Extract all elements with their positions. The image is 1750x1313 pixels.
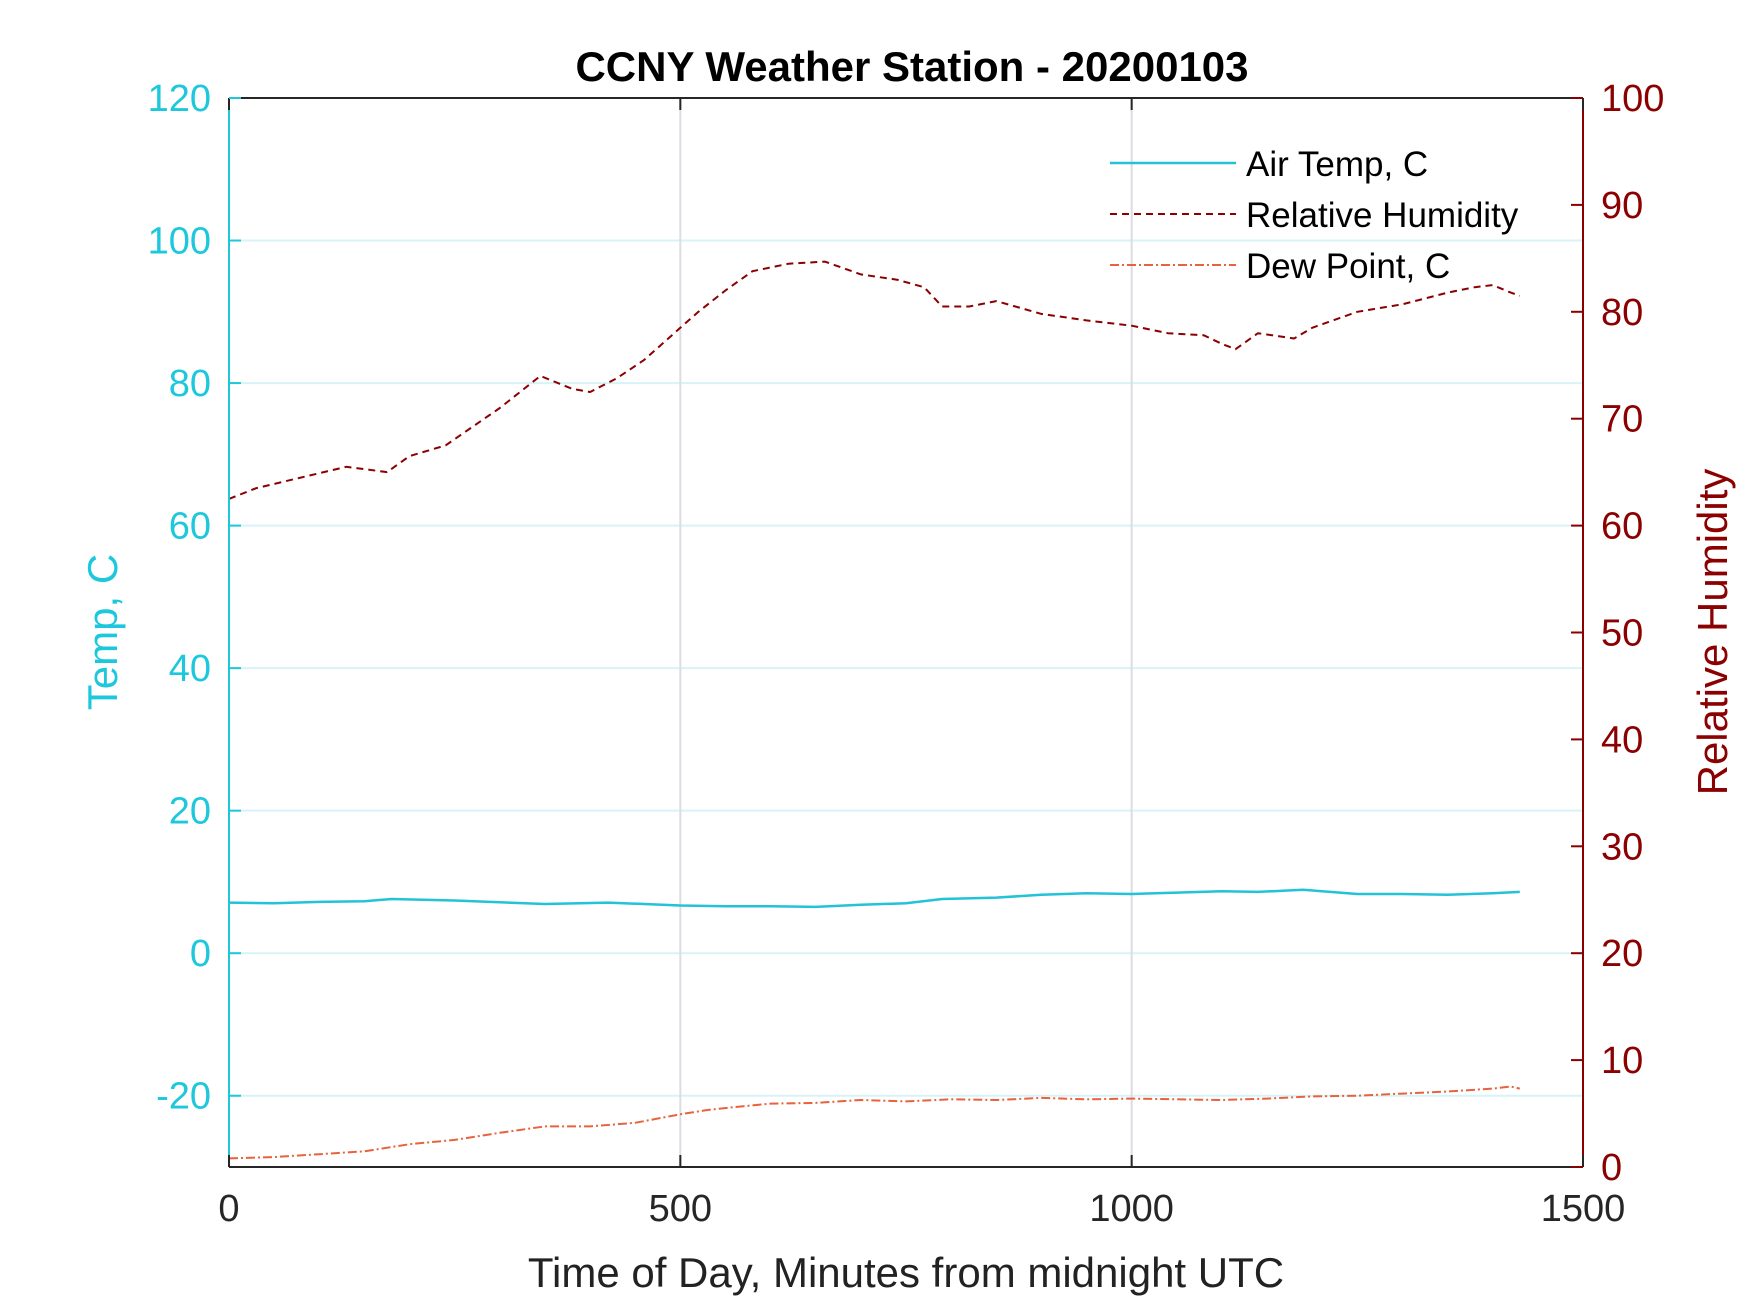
y-right-tick-label: 80 [1601,292,1643,334]
series-line-air-temp-c [228,888,1520,909]
x-tick-label: 0 [218,1188,239,1230]
x-axis-label: Time of Day, Minutes from midnight UTC [528,1249,1284,1296]
y-left-tick-label: -20 [156,1076,211,1118]
y-left-tick-label: 40 [169,648,211,690]
y-axis-left-label: Temp, C [79,554,126,710]
legend-label-air-temp-c: Air Temp, C [1246,145,1428,184]
chart-title: CCNY Weather Station - 20200103 [575,43,1248,90]
y-left-tick-label: 120 [148,78,211,120]
y-left-tick-label: 0 [190,933,211,975]
y-right-tick-label: 20 [1601,933,1643,975]
axes: 0 500 1000 1500120100806040200-201009080706… [148,78,1665,1230]
legend: Air Temp, C Relative Humidity Dew Point, C [1110,145,1519,286]
y-right-tick-label: 50 [1601,613,1643,655]
y-left-tick-label: 80 [169,363,211,405]
y-right-tick-label: 60 [1601,506,1643,548]
y-left-tick-label: 100 [148,221,211,263]
x-tick-label: 1000 [1089,1188,1174,1230]
y-right-tick-label: 10 [1601,1040,1643,1082]
plot-area [228,260,1521,1160]
y-right-tick-label: 30 [1601,826,1643,868]
y-left-tick-label: 20 [169,791,211,833]
legend-label-dew-point-c: Dew Point, C [1246,247,1450,286]
series-line-dew-point-c [228,1085,1521,1160]
y-right-tick-label: 70 [1601,399,1643,441]
legend-label-relative-humidity: Relative Humidity [1246,196,1519,235]
y-left-tick-label: 60 [169,506,211,548]
series-line-relative-humidity [228,260,1521,500]
x-tick-label: 1500 [1541,1188,1626,1230]
y-right-tick-label: 100 [1601,78,1664,120]
y-right-tick-label: 0 [1601,1147,1622,1189]
y-right-tick-label: 90 [1601,185,1643,227]
x-tick-label: 500 [649,1188,712,1230]
y-axis-right-label: Relative Humidity [1689,469,1736,796]
y-right-tick-label: 40 [1601,719,1643,761]
